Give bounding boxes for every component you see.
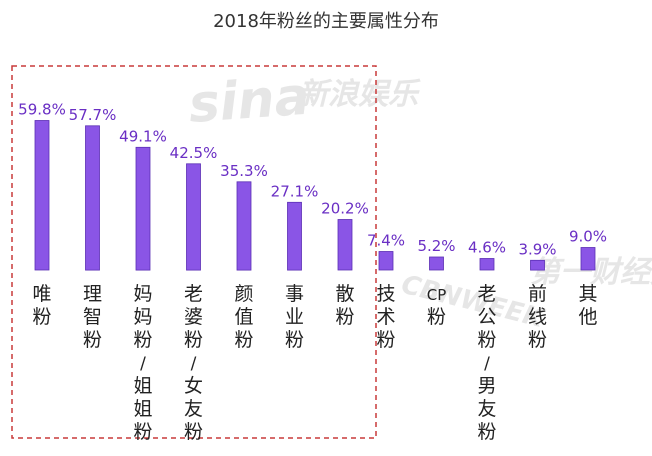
category-labels-layer: 唯粉 理智粉 妈妈粉/姐姐粉 老婆粉/女友粉 颜值粉 事业粉 散粉 技术粉 CP 粉 老公粉/男友粉… <box>32 283 597 443</box>
sina-watermark-text: 新浪娱乐 <box>298 77 421 112</box>
bar-4 <box>236 181 252 271</box>
value-label-10: 3.9% <box>518 240 556 258</box>
bar-5 <box>287 201 302 271</box>
bar-0 <box>34 120 50 271</box>
category-label-3: 老婆粉/女友粉 <box>184 283 203 443</box>
category-label-6: 散粉 <box>335 283 354 328</box>
value-label-9: 4.6% <box>468 239 506 257</box>
value-label-7: 7.4% <box>367 232 405 250</box>
value-labels-layer: 59.8% 57.7%49.1%42.5%35.3%27.1%20.2% 7.4% 5… <box>18 101 607 259</box>
category-label-2: 妈妈粉/姐姐粉 <box>133 283 152 443</box>
value-label-0: 59.8% <box>18 101 66 119</box>
chart-title: 2018年粉丝的主要属性分布 <box>213 11 439 32</box>
category-label-8: CP 粉 <box>427 286 447 328</box>
category-label-0: 唯粉 <box>32 283 51 328</box>
bar-11 <box>580 247 596 271</box>
category-label-5: 事业粉 <box>285 283 304 351</box>
value-label-4: 35.3% <box>220 162 268 180</box>
bar-3 <box>186 163 201 271</box>
bars-layer <box>34 120 596 271</box>
bar-7 <box>378 251 394 271</box>
bar-1 <box>85 125 100 271</box>
value-label-5: 27.1% <box>271 182 319 200</box>
sina-watermark-logo: sina <box>187 67 312 135</box>
value-label-3: 42.5% <box>170 144 218 162</box>
value-label-6: 20.2% <box>321 200 369 218</box>
bar-8 <box>429 256 444 271</box>
value-label-2: 49.1% <box>119 127 167 145</box>
bar-10 <box>530 259 545 271</box>
category-label-10: 前线粉 <box>528 283 547 351</box>
bar-6 <box>337 219 353 271</box>
value-label-8: 5.2% <box>417 237 455 255</box>
category-label-4: 颜值粉 <box>234 283 253 351</box>
cbnweek-watermark-logo: CBNWEEK <box>398 270 548 335</box>
category-label-7: 技术粉 <box>376 283 395 351</box>
category-label-9: 老公粉/男友粉 <box>477 283 496 443</box>
value-label-11: 9.0% <box>569 228 607 246</box>
value-label-1: 57.7% <box>69 106 117 124</box>
bar-2 <box>135 146 151 271</box>
highlight-box <box>11 65 377 439</box>
bar-9 <box>479 258 495 271</box>
category-label-11: 其他 <box>578 283 597 328</box>
category-label-1: 理智粉 <box>83 283 102 351</box>
